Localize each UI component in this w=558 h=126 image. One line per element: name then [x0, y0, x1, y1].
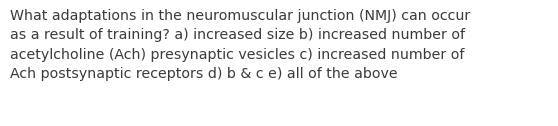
Text: What adaptations in the neuromuscular junction (NMJ) can occur
as a result of tr: What adaptations in the neuromuscular ju… — [10, 9, 470, 81]
